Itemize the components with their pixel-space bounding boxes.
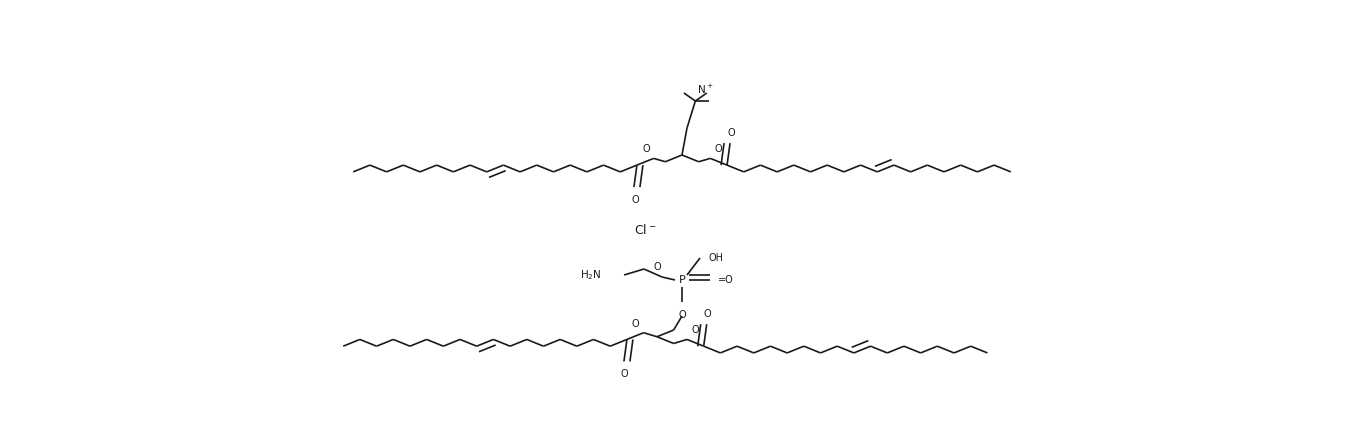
Text: O: O bbox=[653, 262, 661, 272]
Text: O: O bbox=[631, 195, 639, 205]
Text: H$_2$N: H$_2$N bbox=[580, 268, 602, 282]
Text: Cl$^-$: Cl$^-$ bbox=[634, 223, 656, 237]
Text: OH: OH bbox=[709, 253, 723, 263]
Text: O: O bbox=[727, 128, 735, 138]
Text: O: O bbox=[632, 319, 639, 329]
Text: O: O bbox=[642, 144, 650, 154]
Text: O: O bbox=[620, 369, 628, 379]
Text: P: P bbox=[679, 275, 686, 285]
Text: O: O bbox=[715, 144, 721, 154]
Text: O: O bbox=[691, 326, 698, 336]
Text: =O: =O bbox=[717, 275, 734, 285]
Text: O: O bbox=[678, 310, 686, 320]
Text: O: O bbox=[704, 309, 712, 319]
Text: N$^+$: N$^+$ bbox=[697, 83, 715, 96]
